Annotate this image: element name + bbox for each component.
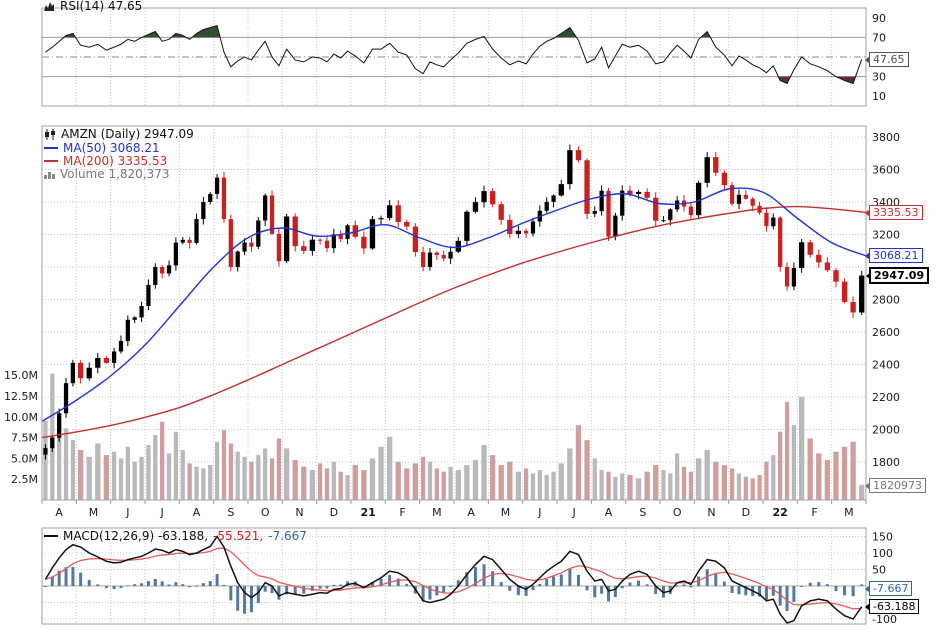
macd-line-icon	[44, 535, 58, 537]
svg-text:S: S	[227, 506, 234, 519]
candlesticks	[43, 144, 865, 460]
ma200-legend-label: MA(200) 3335.53	[63, 154, 168, 168]
ma50-value-badge: 3068.21	[865, 248, 923, 263]
ma50-legend: MA(50) 3068.21	[44, 141, 160, 155]
svg-text:3200: 3200	[872, 229, 900, 242]
svg-text:3600: 3600	[872, 164, 900, 177]
candlestick-icon	[44, 128, 56, 140]
volume-bars	[43, 373, 865, 500]
svg-text:A: A	[193, 506, 201, 519]
rsi-area-icon	[44, 1, 55, 11]
svg-text:100: 100	[872, 547, 893, 560]
ma200-legend: MA(200) 3335.53	[44, 154, 167, 168]
svg-text:A: A	[605, 506, 613, 519]
ma200-line-icon	[44, 160, 58, 162]
svg-text:3800: 3800	[872, 131, 900, 144]
svg-text:D: D	[742, 506, 750, 519]
svg-text:A: A	[55, 506, 63, 519]
macd-legend: MACD(12,26,9) -63.188, -55.521, -7.667	[44, 529, 307, 543]
svg-text:O: O	[261, 506, 270, 519]
svg-text:70: 70	[872, 31, 886, 44]
last-price-badge: 2947.09	[865, 267, 930, 284]
volume-value-badge: 1820973	[865, 478, 926, 493]
svg-text:J: J	[572, 506, 576, 519]
macd-signal-value: -55.521,	[213, 529, 264, 543]
rsi-legend-label: RSI(14) 47.65	[60, 0, 143, 13]
svg-text:2000: 2000	[872, 424, 900, 437]
svg-text:M: M	[844, 506, 854, 519]
symbol-legend-label: AMZN (Daily) 2947.09	[61, 127, 194, 141]
svg-text:D: D	[330, 506, 338, 519]
svg-text:F: F	[811, 506, 817, 519]
svg-text:M: M	[432, 506, 442, 519]
svg-text:F: F	[399, 506, 405, 519]
svg-text:12.5M: 12.5M	[4, 390, 38, 403]
rsi-legend: RSI(14) 47.65	[44, 0, 142, 13]
macd-value-badge: -63.188	[864, 599, 920, 614]
svg-text:30: 30	[872, 71, 886, 84]
svg-text:2200: 2200	[872, 391, 900, 404]
symbol-legend: AMZN (Daily) 2947.09	[44, 127, 194, 141]
ma50-line-icon	[44, 147, 58, 149]
rsi-value-badge: 47.65	[865, 52, 909, 67]
ma50-legend-label: MA(50) 3068.21	[63, 141, 160, 155]
svg-text:50: 50	[872, 564, 886, 577]
svg-text:J: J	[125, 506, 129, 519]
svg-text:21: 21	[361, 506, 376, 519]
svg-text:150: 150	[872, 531, 893, 544]
svg-text:2800: 2800	[872, 294, 900, 307]
moving-averages	[41, 187, 867, 439]
svg-text:N: N	[707, 506, 715, 519]
macd-legend-label: MACD(12,26,9) -63.188,	[63, 529, 209, 543]
svg-text:2600: 2600	[872, 326, 900, 339]
svg-text:S: S	[639, 506, 646, 519]
svg-text:22: 22	[773, 506, 788, 519]
svg-text:2.5M: 2.5M	[11, 473, 38, 486]
svg-text:J: J	[160, 506, 164, 519]
volume-bars-icon	[44, 170, 55, 179]
svg-text:1800: 1800	[872, 456, 900, 469]
macd-hist-value: -7.667	[268, 529, 307, 543]
svg-text:7.5M: 7.5M	[11, 432, 38, 445]
ma200-value-badge: 3335.53	[865, 205, 923, 220]
svg-text:J: J	[537, 506, 541, 519]
svg-text:A: A	[467, 506, 475, 519]
volume-legend: Volume 1,820,373	[44, 167, 170, 181]
svg-text:M: M	[501, 506, 511, 519]
svg-text:M: M	[89, 506, 99, 519]
svg-text:O: O	[673, 506, 682, 519]
svg-text:10: 10	[872, 90, 886, 103]
svg-text:15.0M: 15.0M	[4, 369, 38, 382]
macd-plot	[43, 535, 864, 624]
svg-text:10.0M: 10.0M	[4, 411, 38, 424]
svg-text:-100: -100	[872, 613, 897, 626]
svg-text:2400: 2400	[872, 359, 900, 372]
axis-labels: 9070301038003600340032002800260024002200…	[4, 12, 900, 626]
svg-text:5.0M: 5.0M	[11, 452, 38, 465]
volume-legend-label: Volume 1,820,373	[60, 167, 170, 181]
rsi-plot	[45, 25, 863, 85]
macd-hist-badge: -7.667	[864, 581, 913, 596]
svg-text:90: 90	[872, 12, 886, 25]
svg-text:N: N	[295, 506, 303, 519]
